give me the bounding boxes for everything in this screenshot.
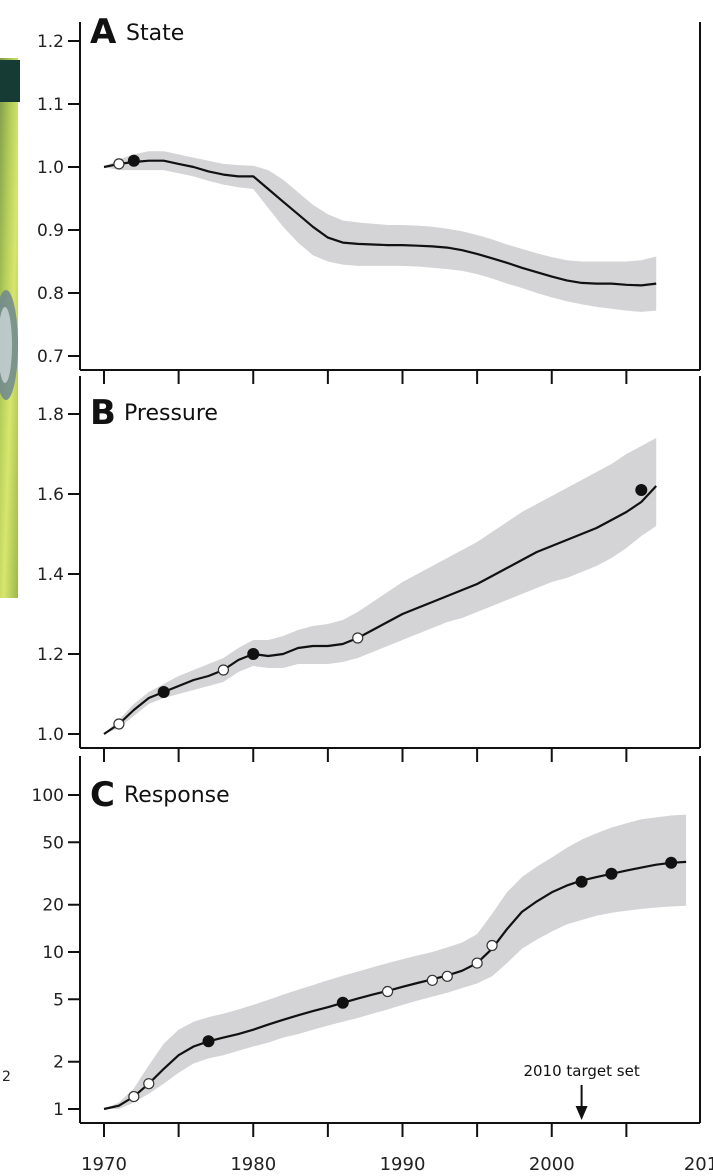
panel-letter: C — [90, 775, 115, 815]
annotation-label: 2010 target set — [523, 1062, 639, 1080]
filled-point — [575, 875, 588, 888]
open-point — [441, 970, 453, 982]
filled-point — [247, 648, 260, 660]
y-tick-label: 0.8 — [37, 284, 64, 304]
open-point — [426, 974, 438, 986]
panel-title: Pressure — [124, 401, 218, 426]
panel-letter: A — [90, 12, 117, 52]
x-tick-label: 1990 — [380, 1154, 426, 1175]
open-point — [471, 957, 483, 969]
filled-point — [336, 996, 349, 1009]
panel-title: Response — [124, 783, 230, 808]
y-tick-label: 1.6 — [37, 485, 64, 505]
filled-point — [202, 1035, 215, 1048]
filled-point — [157, 686, 170, 698]
y-tick-label: 50 — [42, 833, 64, 853]
confidence-band — [104, 438, 657, 734]
open-point — [113, 158, 125, 170]
y-tick-label: 2 — [53, 1053, 64, 1073]
filled-point — [635, 484, 648, 496]
side-text-fragment: 2 — [2, 1069, 11, 1085]
panel-title: State — [126, 21, 184, 46]
y-tick-label: 1.0 — [37, 725, 64, 745]
target-annotation: 2010 target set — [523, 1062, 640, 1120]
confidence-band — [104, 151, 657, 312]
trend-line — [103, 485, 658, 735]
y-tick-label: 1.0 — [37, 158, 64, 178]
trend-line — [103, 159, 657, 287]
open-point — [113, 718, 125, 730]
panels: 0.7 0.8 0.9 1.0 1.1 1.2 A State 1.0 1.2 1.4 1.6 1.8 B… — [32, 12, 701, 1137]
y-tick-label: 10 — [42, 943, 64, 963]
panel-c: 1 2 5 10 20 50 100 C Response — [32, 756, 701, 1137]
open-point — [217, 664, 229, 676]
panel-b: 1.0 1.2 1.4 1.6 1.8 B Pressure — [37, 376, 701, 762]
y-tick-label: 1 — [53, 1100, 64, 1120]
y-tick-label: 1.2 — [37, 645, 64, 665]
y-tick-label: 1.8 — [37, 405, 64, 425]
panel-a: 0.7 0.8 0.9 1.0 1.1 1.2 A State — [37, 12, 701, 384]
x-tick-label: 1980 — [230, 1154, 276, 1175]
open-point — [381, 985, 394, 998]
filled-point — [605, 867, 618, 880]
x-tick-label: 2000 — [529, 1154, 575, 1175]
y-tick-label: 20 — [42, 896, 64, 916]
shared-x-axis: 1970 1980 1990 2000 201 — [81, 1154, 713, 1175]
filled-point — [127, 154, 140, 167]
confidence-band — [104, 814, 687, 1109]
open-point — [486, 939, 498, 952]
y-tick-label: 1.2 — [37, 32, 64, 52]
open-point — [128, 1090, 140, 1103]
open-point — [143, 1078, 155, 1090]
x-tick-label: 201 — [684, 1154, 713, 1175]
y-tick-label: 1.4 — [37, 565, 64, 585]
y-tick-label: 100 — [32, 786, 64, 806]
annotation-arrow-head — [575, 1106, 588, 1120]
filled-point — [665, 856, 678, 869]
y-tick-label: 0.7 — [37, 347, 64, 367]
panel-letter: B — [90, 393, 116, 433]
y-tick-label: 0.9 — [37, 221, 64, 241]
cropped-photo-strip — [0, 58, 20, 598]
y-tick-label: 1.1 — [37, 95, 64, 115]
trend-line — [103, 860, 687, 1111]
open-point — [352, 632, 364, 644]
y-tick-label: 5 — [53, 990, 64, 1010]
x-tick-label: 1970 — [81, 1154, 127, 1175]
